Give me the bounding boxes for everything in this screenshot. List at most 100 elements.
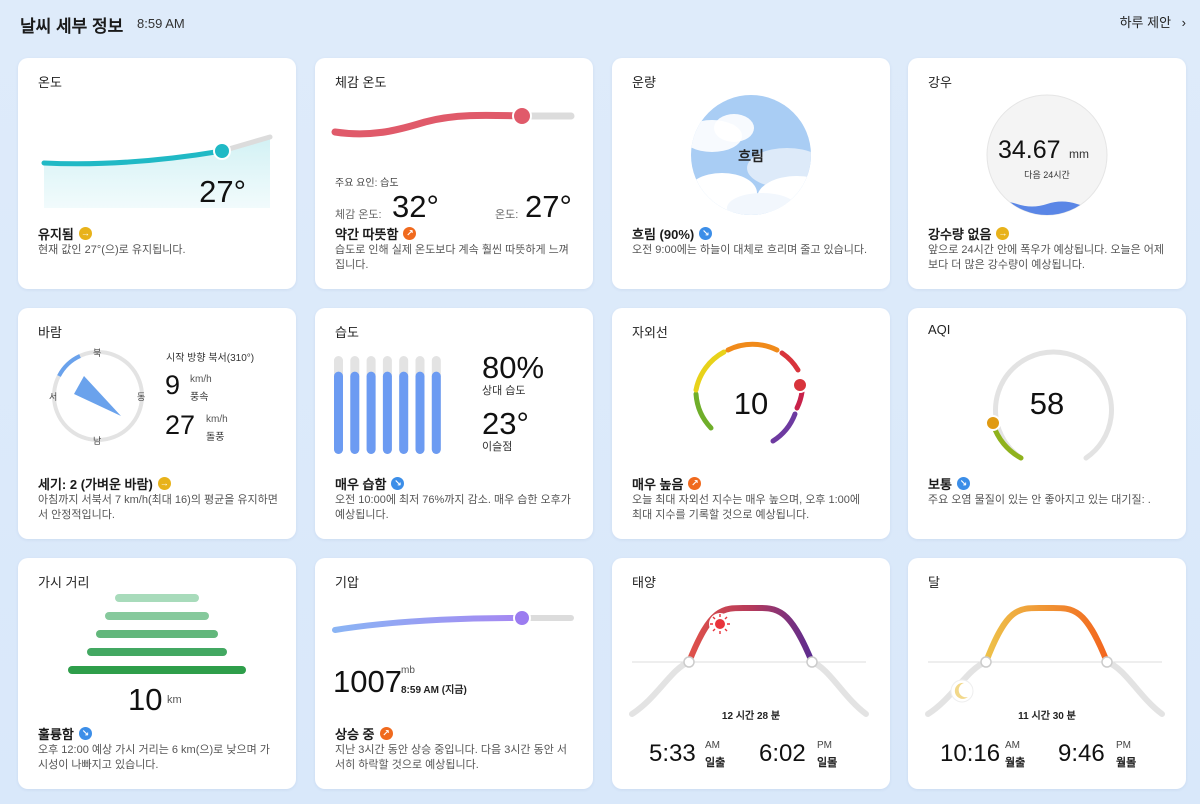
sun-card[interactable]: 태양 12 시간 28 분 5:33 AM 일출 6:02 PM 일몰 bbox=[612, 558, 890, 789]
moonrise-ampm: AM bbox=[1005, 740, 1020, 751]
card-description: 주요 오염 물질이 있는 안 좋아지고 있는 대기질: . bbox=[928, 494, 1151, 506]
card-description: 앞으로 24시간 안에 폭우가 예상됩니다. 오늘은 어제보다 더 많은 강수량… bbox=[928, 244, 1165, 271]
card-title: 습도 bbox=[335, 325, 359, 340]
status-label: 세기: 2 (가벼운 바람) → bbox=[38, 474, 171, 493]
trend-up-icon: ↗ bbox=[403, 227, 417, 240]
moon-card[interactable]: 달 11 시간 30 분 10:16 AM 월출 9:46 PM 월몰 bbox=[908, 558, 1186, 789]
chevron-right-icon: › bbox=[1181, 15, 1186, 30]
wind-card[interactable]: 바람 북 동 남 서 시작 방향 북서(310°) 9 km/h 풍속 27 k… bbox=[18, 308, 296, 539]
daily-suggestion-label: 하루 제안 bbox=[1119, 15, 1172, 30]
status-label: 보통 ↘ bbox=[928, 474, 970, 493]
card-title: 온도 bbox=[38, 75, 62, 90]
wind-arrow bbox=[74, 376, 121, 416]
moonset-ampm: PM bbox=[1116, 740, 1131, 751]
temp-value: 27° bbox=[525, 189, 572, 224]
humidity-bar-fill bbox=[382, 371, 392, 454]
pressure-time: 8:59 AM (지금) bbox=[401, 685, 467, 696]
moonrise-time: 10:16 bbox=[940, 740, 1001, 767]
current-time: 8:59 AM bbox=[137, 16, 185, 31]
card-description: 아침까지 서북서 7 km/h(최대 16)의 평균을 유지하면서 안정적입니다… bbox=[38, 494, 278, 521]
feels-like-card[interactable]: 체감 온도 주요 요인: 습도 체감 온도: 32° 온도: 27° 약간 따뜻… bbox=[315, 58, 593, 289]
temperature-trend-chart bbox=[41, 134, 273, 208]
card-description: 오전 10:00에 최저 76%까지 감소. 매우 습한 오후가 예상됩니다. bbox=[335, 494, 571, 521]
wind-compass bbox=[52, 350, 144, 442]
moonrise-label: 월출 bbox=[1005, 757, 1026, 769]
moon-arc bbox=[925, 604, 1165, 717]
status-text: 매우 높음 bbox=[632, 477, 684, 492]
humidity-bars bbox=[334, 356, 441, 454]
status-text: 약간 따뜻함 bbox=[335, 227, 399, 242]
wind-direction: 시작 방향 북서(310°) bbox=[166, 353, 255, 364]
cloud-cover-card[interactable]: 운량 흐림 흐림 (90%) ↘ 오전 9:00에는 하늘이 대체로 흐리며 줄고… bbox=[612, 58, 890, 289]
compass-west: 서 bbox=[49, 392, 58, 402]
status-label: 매우 습함 ↘ bbox=[335, 474, 405, 493]
humidity-label: 상대 습도 bbox=[482, 385, 526, 397]
cloud-illustration bbox=[691, 95, 811, 215]
sunrise-label: 일출 bbox=[705, 757, 726, 769]
temperature-card[interactable]: 온도 27° 유지됨 → 현재 값인 27°(으)로 유지됩니다. bbox=[18, 58, 296, 289]
compass-south: 남 bbox=[93, 436, 102, 446]
sunset-time: 6:02 bbox=[759, 740, 806, 767]
feels-label: 체감 온도: bbox=[335, 209, 382, 221]
rainfall-amount: 34.67 bbox=[998, 136, 1061, 164]
compass-east: 동 bbox=[137, 392, 146, 402]
sunrise-ampm: AM bbox=[705, 740, 720, 751]
trend-down-icon: ↘ bbox=[699, 227, 713, 240]
card-title: 태양 bbox=[632, 575, 656, 590]
feels-value: 32° bbox=[392, 189, 439, 224]
trend-down-icon: ↘ bbox=[78, 727, 92, 740]
rainfall-period: 다음 24시간 bbox=[1024, 170, 1070, 180]
status-text: 강수량 없음 bbox=[928, 227, 992, 242]
card-description: 습도로 인해 실제 온도보다 계속 훨씬 따뜻하게 느껴집니다. bbox=[335, 244, 569, 271]
card-description: 오전 9:00에는 하늘이 대체로 흐리며 줄고 있습니다. bbox=[632, 244, 868, 256]
aqi-marker bbox=[985, 415, 1001, 431]
pressure-card[interactable]: 기압 1007 mb 8:59 AM (지금) 상승 중 ↗ 지난 3시간 동안 … bbox=[315, 558, 593, 789]
visibility-unit: km bbox=[167, 694, 182, 706]
sunrise-time: 5:33 bbox=[649, 740, 696, 767]
trend-current-marker bbox=[213, 142, 231, 160]
daylight-duration: 12 시간 28 분 bbox=[721, 711, 781, 722]
trend-up-icon: ↗ bbox=[379, 727, 393, 740]
status-label: 유지됨 → bbox=[38, 224, 92, 243]
sun-arc bbox=[629, 604, 869, 717]
trend-down-icon: ↘ bbox=[391, 477, 405, 490]
card-title: 바람 bbox=[38, 325, 62, 340]
trend-up-icon: ↗ bbox=[688, 477, 702, 490]
steady-icon: → bbox=[157, 477, 171, 490]
humidity-bar-fill bbox=[366, 371, 376, 454]
humidity-card[interactable]: 습도 80% 상대 습도 23° 이슬점 매우 습함 ↘ 오전 10:00에 최저… bbox=[315, 308, 593, 539]
wind-gust-label: 돌풍 bbox=[206, 432, 225, 443]
status-text: 훌륭함 bbox=[38, 727, 74, 742]
dew-point-value: 23° bbox=[482, 406, 529, 441]
sunset-label: 일몰 bbox=[817, 757, 838, 769]
compass-north: 북 bbox=[93, 348, 102, 358]
visibility-value: 10 bbox=[128, 682, 163, 717]
status-label: 흐림 (90%) ↘ bbox=[632, 224, 713, 243]
status-label: 약간 따뜻함 ↗ bbox=[335, 224, 417, 243]
card-title: 자외선 bbox=[632, 325, 668, 340]
temperature-value: 27° bbox=[199, 174, 246, 209]
uv-card[interactable]: 자외선 10 매우 높음 ↗ 오늘 최대 자외선 지수는 매우 높으며, 오후 1… bbox=[612, 308, 890, 539]
rainfall-card[interactable]: 강우 34.67 mm 다음 24시간 강수량 없음 → 앞으로 24시간 안에 … bbox=[908, 58, 1186, 289]
humidity-bar-fill bbox=[334, 371, 343, 454]
aqi-gauge bbox=[985, 349, 1114, 461]
status-text: 상승 중 bbox=[335, 727, 375, 742]
status-label: 상승 중 ↗ bbox=[335, 724, 393, 743]
pressure-value: 1007 bbox=[333, 664, 402, 699]
trend-down-icon: ↘ bbox=[956, 477, 970, 490]
card-title: 기압 bbox=[335, 575, 359, 590]
daily-suggestion-link[interactable]: 하루 제안 › bbox=[1120, 12, 1186, 31]
status-text: 매우 습함 bbox=[335, 477, 387, 492]
visibility-card[interactable]: 가시 거리 10 km 훌륭함 ↘ 오후 12:00 예상 가시 거리는 6 km… bbox=[18, 558, 296, 789]
status-label: 훌륭함 ↘ bbox=[38, 724, 92, 743]
aqi-card[interactable]: AQI 58 보통 ↘ 주요 오염 물질이 있는 안 좋아지고 있는 대기질: . bbox=[908, 308, 1186, 539]
humidity-bar-fill bbox=[399, 371, 409, 454]
humidity-value: 80% bbox=[482, 350, 545, 385]
moonlight-duration: 11 시간 30 분 bbox=[1018, 711, 1076, 722]
aqi-value: 58 bbox=[1029, 386, 1065, 421]
trend-line bbox=[41, 148, 225, 167]
humidity-bar-fill bbox=[431, 371, 441, 454]
page-title: 날씨 세부 정보 bbox=[20, 17, 124, 36]
card-description: 현재 값인 27°(으)로 유지됩니다. bbox=[38, 244, 186, 256]
moonset-time: 9:46 bbox=[1058, 740, 1105, 767]
